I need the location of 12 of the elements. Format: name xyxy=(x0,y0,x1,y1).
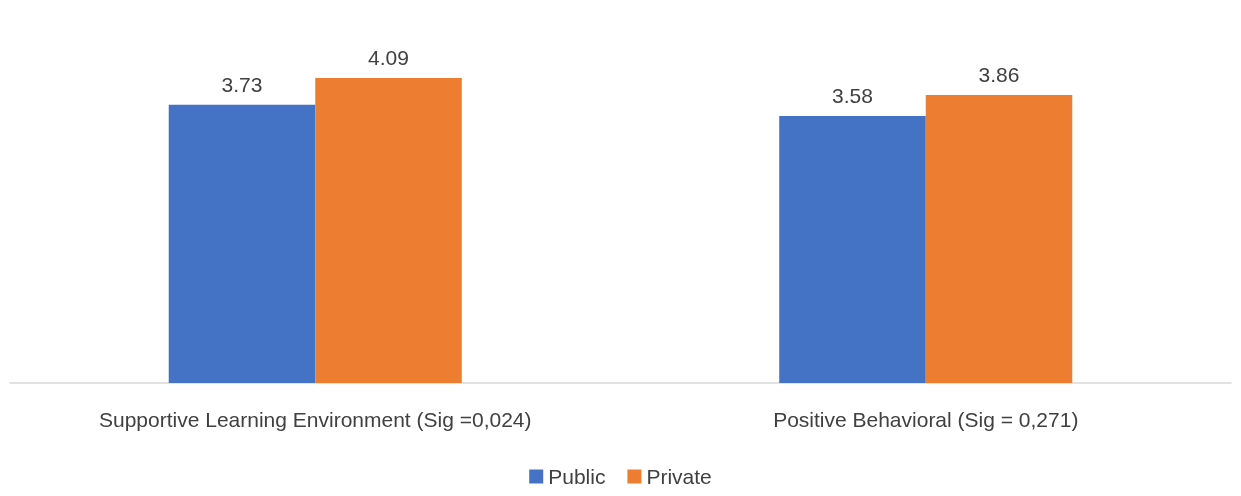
x-tick-label: Positive Behavioral (Sig = 0,271) xyxy=(773,408,1079,431)
legend-label: Private xyxy=(646,465,712,488)
bar xyxy=(925,95,1073,383)
bar xyxy=(168,104,316,383)
data-label: 4.09 xyxy=(368,45,409,69)
legend-label: Public xyxy=(548,465,606,488)
data-label: 3.58 xyxy=(832,83,873,107)
bar xyxy=(779,115,926,383)
data-label: 3.73 xyxy=(221,72,263,96)
bar xyxy=(315,77,462,383)
x-tick-label: Supportive Learning Environment (Sig =0,024) xyxy=(98,408,532,431)
data-label: 3.86 xyxy=(978,63,1020,87)
